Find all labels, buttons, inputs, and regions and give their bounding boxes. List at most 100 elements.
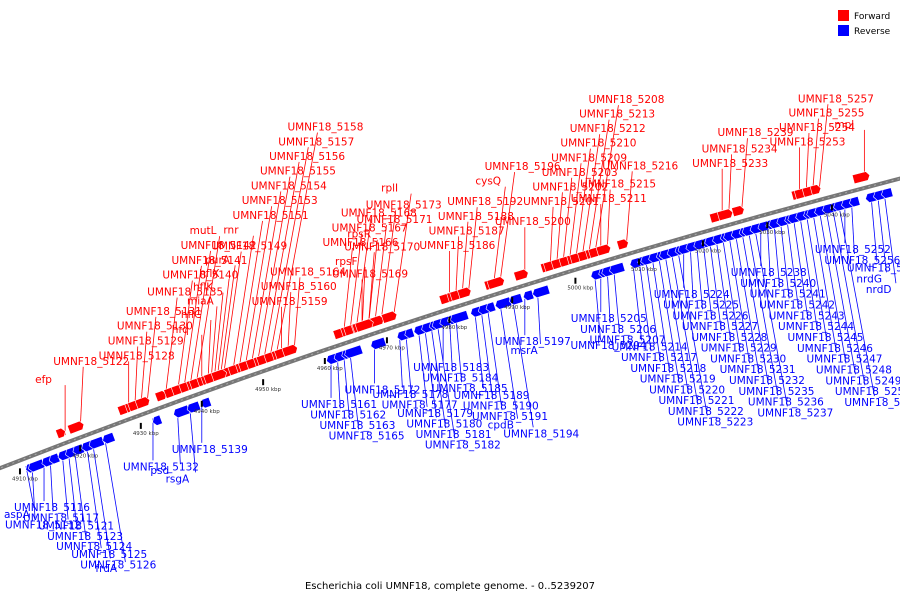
- leader-line: [792, 215, 809, 321]
- axis-tick-mark: [200, 400, 203, 407]
- leader-line: [657, 253, 680, 384]
- forward-gene: [716, 208, 734, 222]
- forward-gene-label: UMNF18_5155: [260, 166, 336, 178]
- leader-line: [689, 243, 694, 299]
- leader-line: [562, 177, 573, 266]
- reverse-gene-label: UMNF18_5184: [422, 373, 498, 385]
- forward-gene-label: UMNF18_5234: [702, 143, 778, 155]
- leader-line: [581, 134, 601, 260]
- forward-gene-label: UMNF18_5131: [126, 306, 202, 318]
- reverse-gene-label: UMNF18_5265: [847, 262, 900, 274]
- leader-line: [67, 449, 78, 530]
- leader-line: [587, 119, 610, 258]
- reverse-gene-label: rsgA: [166, 473, 190, 485]
- leader-line: [651, 254, 671, 373]
- reverse-gene: [881, 187, 894, 199]
- forward-gene-label: UMNF18_5157: [278, 136, 354, 148]
- forward-gene-label: UMNF18_5142: [181, 240, 257, 252]
- forward-gene-label: UMNF18_5201: [523, 196, 599, 208]
- leader-line: [268, 147, 309, 362]
- leader-line: [499, 172, 516, 286]
- leader-line: [676, 247, 708, 416]
- reverse-gene: [173, 404, 191, 419]
- leader-line: [486, 304, 503, 411]
- leader-line: [256, 176, 291, 366]
- reverse-gene-label: UMNF18_5204: [570, 340, 646, 352]
- axis-ticks: 4910 kbp 4920 kbp 4930 kbp 4940 kbp 4950 kbp…: [12, 204, 850, 482]
- leader-line: [773, 220, 781, 288]
- reverse-gene-label: UMNF18_5222: [668, 406, 744, 418]
- leader-line: [349, 233, 363, 334]
- forward-gene-label: UMNF18_5253: [770, 136, 846, 148]
- reverse-gene-label: UMNF18_5179: [397, 408, 473, 420]
- leader-line: [91, 440, 111, 559]
- leader-line: [361, 266, 366, 330]
- forward-gene-label: efp: [35, 374, 52, 386]
- forward-gene-label: UMNF18_5212: [570, 123, 646, 135]
- forward-gene-label: UMNF18_5135: [147, 287, 223, 299]
- reverse-gene-label: UMNF18_5117: [23, 512, 99, 524]
- leader-line: [448, 316, 453, 372]
- reverse-gene-label: UMNF18_5116: [14, 502, 90, 514]
- leader-line: [61, 452, 69, 520]
- forward-gene: [55, 427, 66, 439]
- reverse-gene-label: UMNF18_5235: [738, 386, 814, 398]
- forward-gene-label: hflX: [199, 268, 219, 280]
- forward-gene-label: UMNF18_5209: [551, 152, 627, 164]
- axis-tick-label: 4930 kbp: [133, 431, 159, 437]
- leader-line: [876, 192, 887, 273]
- leader-line: [721, 234, 741, 353]
- leader-line: [805, 211, 828, 342]
- reverse-gene-label: UMNF18_5132: [123, 461, 199, 473]
- forward-gene-label: UMNF18_5216: [602, 160, 678, 172]
- forward-gene: [731, 205, 745, 218]
- leader-line: [474, 308, 484, 389]
- forward-gene-label: rnr: [223, 225, 239, 237]
- leader-line: [219, 265, 236, 379]
- forward-gene: [134, 396, 151, 410]
- reverse-gene-label: UMNF18_5237: [757, 407, 833, 419]
- reverse-gene-label: cpdB: [488, 420, 514, 432]
- reverse-gene-label: UMNF18_5251: [844, 397, 900, 409]
- leader-line: [164, 297, 178, 399]
- forward-gene-label: rpsR: [347, 229, 371, 241]
- reverse-gene-label: UMNF18_5185: [432, 383, 508, 395]
- axis-tick-label: 4970 kbp: [379, 345, 405, 351]
- reverse-gene-label: UMNF18_5190: [463, 400, 539, 412]
- axis-tick-label: 4990 kbp: [504, 305, 530, 311]
- forward-gene-label: miaA: [187, 295, 215, 307]
- forward-gene-label: UMNF18_5208: [588, 94, 664, 106]
- reverse-gene-label: UMNF18_5220: [649, 384, 725, 396]
- leader-line: [568, 163, 582, 264]
- reverse-gene: [485, 301, 497, 313]
- leader-line: [355, 218, 372, 332]
- leader-line: [343, 351, 350, 419]
- forward-gene-label: UMNF18_5140: [162, 270, 238, 282]
- leader-line: [216, 278, 230, 380]
- reverse-gene: [404, 327, 416, 339]
- forward-gene-label: UMNF18_5153: [242, 195, 318, 207]
- leader-line: [232, 235, 254, 375]
- leader-line: [644, 256, 661, 362]
- leader-line: [831, 204, 866, 386]
- reverse-gene-label: UMNF18_5177: [382, 399, 458, 411]
- leader-line: [398, 333, 403, 388]
- forward-gene-label: UMNF18_5128: [99, 350, 175, 362]
- reverse-gene-label: UMNF18_5246: [797, 343, 873, 355]
- label-leaders: [25, 104, 897, 563]
- leader-line: [664, 251, 689, 395]
- reverse-gene: [102, 431, 116, 445]
- forward-gene: [851, 171, 871, 185]
- forward-gene-label: mutL: [190, 225, 217, 237]
- leader-line: [455, 236, 460, 299]
- leader-line: [31, 463, 36, 519]
- forward-gene-label: UMNF18_5166: [322, 237, 398, 249]
- reverse-gene: [532, 284, 551, 299]
- leader-line: [499, 301, 519, 419]
- leader-line: [556, 192, 563, 268]
- reverse-gene-label: nrdG: [856, 273, 882, 285]
- forward-gene-label: UMNF18_5159: [252, 296, 328, 308]
- forward-gene-label: UMNF18_5151: [233, 210, 309, 222]
- forward-gene-label: purA: [205, 254, 231, 266]
- reverse-gene-label: psd: [150, 465, 169, 477]
